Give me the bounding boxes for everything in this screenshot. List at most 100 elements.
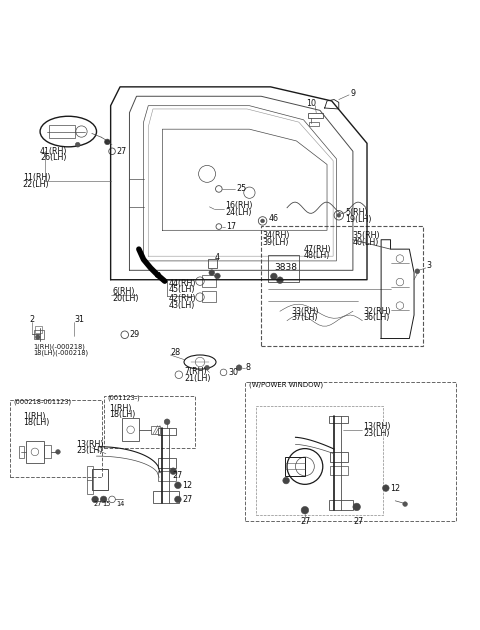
Bar — [44, 445, 51, 459]
Text: 8: 8 — [246, 363, 251, 372]
Text: 3838: 3838 — [274, 263, 297, 272]
Bar — [19, 446, 24, 457]
Text: 11(RH): 11(RH) — [23, 173, 50, 182]
Text: 14: 14 — [116, 501, 124, 507]
Text: 18(LH): 18(LH) — [109, 410, 136, 419]
Text: 13(RH): 13(RH) — [363, 423, 391, 432]
Text: 29: 29 — [130, 330, 140, 340]
Text: 47(RH): 47(RH) — [303, 244, 331, 254]
Text: 27: 27 — [173, 471, 183, 481]
Text: 23(LH): 23(LH) — [76, 447, 103, 455]
Circle shape — [276, 277, 283, 284]
Bar — [34, 330, 44, 340]
Circle shape — [56, 450, 60, 454]
Bar — [330, 452, 348, 462]
Text: (001123-): (001123-) — [108, 394, 140, 401]
Text: 40(LH): 40(LH) — [353, 238, 379, 247]
Circle shape — [36, 335, 40, 340]
Bar — [329, 416, 348, 423]
Text: 6(RH): 6(RH) — [112, 287, 134, 296]
Text: 9: 9 — [350, 89, 356, 98]
Bar — [245, 382, 456, 521]
Text: 35(RH): 35(RH) — [353, 231, 381, 241]
Bar — [261, 226, 423, 346]
Text: 10: 10 — [306, 99, 316, 108]
Text: 2: 2 — [29, 315, 35, 324]
Circle shape — [175, 496, 181, 503]
Bar — [309, 122, 319, 126]
Circle shape — [383, 485, 389, 491]
Circle shape — [353, 503, 360, 511]
Text: 19(LH): 19(LH) — [346, 215, 372, 224]
Circle shape — [271, 273, 277, 280]
Text: 24(LH): 24(LH) — [225, 208, 252, 217]
Bar — [308, 113, 323, 118]
Text: 45(LH): 45(LH) — [168, 285, 195, 294]
Bar — [151, 425, 160, 434]
Text: 27: 27 — [117, 147, 127, 156]
Text: 27: 27 — [300, 517, 311, 525]
Bar — [49, 125, 75, 138]
Bar — [203, 275, 216, 287]
Text: 20(LH): 20(LH) — [112, 294, 139, 302]
Circle shape — [337, 214, 341, 217]
Text: 33(RH): 33(RH) — [292, 307, 319, 316]
Text: 18(LH): 18(LH) — [24, 418, 50, 427]
Text: 41(RH): 41(RH) — [40, 147, 68, 156]
Text: 44(RH): 44(RH) — [168, 278, 196, 287]
Text: 12: 12 — [391, 484, 401, 493]
Circle shape — [215, 273, 220, 279]
Circle shape — [236, 365, 242, 370]
Text: 42(RH): 42(RH) — [168, 294, 196, 303]
Text: 18(LH)(-000218): 18(LH)(-000218) — [33, 350, 88, 357]
Text: 43(LH): 43(LH) — [168, 301, 195, 309]
Bar — [330, 466, 348, 475]
Bar — [11, 399, 102, 478]
Text: 32(RH): 32(RH) — [363, 307, 391, 316]
Text: 27: 27 — [353, 517, 363, 525]
Bar — [26, 440, 44, 463]
Text: 17: 17 — [226, 222, 236, 231]
Bar — [256, 406, 384, 515]
Text: 36(LH): 36(LH) — [363, 313, 390, 323]
Text: 4: 4 — [215, 253, 220, 262]
Text: 15: 15 — [102, 501, 110, 507]
Bar — [157, 459, 177, 468]
Circle shape — [209, 270, 215, 275]
Bar — [36, 326, 42, 333]
Text: 31: 31 — [74, 315, 84, 324]
Circle shape — [403, 501, 408, 507]
Bar — [87, 466, 93, 494]
Text: 48(LH): 48(LH) — [303, 251, 330, 260]
Text: 13(RH): 13(RH) — [76, 440, 104, 449]
Text: 25: 25 — [236, 185, 247, 193]
Text: 27: 27 — [93, 501, 102, 507]
Text: 22(LH): 22(LH) — [23, 180, 49, 189]
Bar — [157, 428, 177, 435]
Bar — [157, 471, 177, 481]
Circle shape — [92, 496, 98, 503]
Text: 28: 28 — [170, 348, 180, 357]
Text: 3: 3 — [427, 261, 432, 270]
Circle shape — [75, 142, 80, 147]
Circle shape — [164, 419, 170, 425]
Circle shape — [100, 496, 107, 503]
Text: 34(RH): 34(RH) — [263, 231, 290, 241]
Text: 1(RH)(-000218): 1(RH)(-000218) — [33, 344, 85, 350]
Circle shape — [261, 219, 264, 223]
Text: 7(RH): 7(RH) — [184, 367, 207, 376]
Text: 39(LH): 39(LH) — [263, 238, 289, 247]
Text: 46: 46 — [268, 214, 278, 223]
Bar — [329, 500, 353, 510]
Text: 30: 30 — [228, 368, 238, 377]
Bar — [122, 418, 139, 441]
Text: (000218-001123): (000218-001123) — [13, 399, 72, 405]
Circle shape — [105, 139, 110, 145]
Text: 21(LH): 21(LH) — [184, 374, 211, 382]
Bar — [104, 396, 195, 448]
Text: 37(LH): 37(LH) — [292, 313, 318, 323]
Text: 16(RH): 16(RH) — [225, 202, 252, 210]
Bar — [268, 255, 299, 282]
Circle shape — [170, 468, 177, 474]
Text: (W/POWER WINDOW): (W/POWER WINDOW) — [250, 381, 324, 388]
